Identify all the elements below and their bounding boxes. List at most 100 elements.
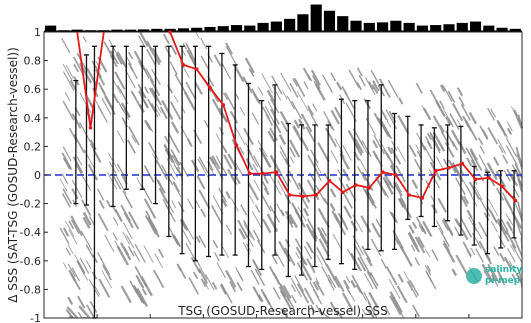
scatter-streak [112, 79, 122, 94]
scatter-streak [395, 165, 406, 183]
scatter-streak [280, 308, 289, 319]
scatter-streak [251, 210, 263, 230]
histogram-bar [164, 28, 176, 31]
scatter-streak [424, 265, 432, 276]
scatter-streak [334, 212, 342, 224]
scatter-streak [298, 192, 309, 210]
salinity-pimep-logo: salinity pi-mep [466, 265, 522, 286]
scatter-streak [314, 162, 322, 174]
scatter-streak [271, 84, 282, 101]
scatter-streak [334, 275, 345, 292]
scatter-streak [513, 238, 523, 257]
scatter-streak [380, 258, 388, 269]
scatter-streak [452, 103, 464, 122]
scatter-streak [143, 245, 154, 263]
scatter-streak [356, 67, 363, 77]
scatter-streak [490, 220, 498, 233]
scatter-streak [249, 195, 255, 204]
scatter-streak [306, 258, 316, 274]
scatter-streak [278, 286, 287, 298]
scatter-streak [211, 281, 218, 290]
scatter-streak [371, 84, 379, 94]
scatter-streak [68, 220, 75, 230]
scatter-streak [323, 172, 329, 180]
scatter-streak [260, 193, 272, 212]
scatter-streak [497, 235, 506, 248]
scatter-streak [385, 152, 395, 167]
y-tick-label: 0.4 [24, 112, 42, 125]
scatter-streak [466, 185, 472, 196]
scatter-streak [474, 186, 483, 200]
scatter-streak [293, 119, 300, 129]
scatter-streak [456, 119, 462, 127]
mean-point [314, 193, 319, 197]
scatter-streak [505, 145, 518, 166]
scatter-streak [307, 228, 316, 241]
scatter-streak [62, 157, 71, 170]
scatter-streak [293, 125, 300, 136]
scatter-streak [329, 203, 336, 212]
histogram-bar [297, 14, 309, 31]
scatter-streak [73, 63, 79, 73]
scatter-streak [287, 170, 301, 191]
scatter-streak [302, 67, 312, 81]
scatter-streak [185, 81, 197, 100]
scatter-streak [490, 267, 501, 284]
scatter-streak [127, 51, 134, 60]
scatter-streak [457, 222, 469, 241]
scatter-streak [64, 92, 71, 102]
scatter-streak [198, 189, 211, 210]
scatter-streak [98, 278, 111, 298]
scatter-streak [286, 95, 295, 110]
scatter-streak [509, 244, 515, 253]
scatter-streak [358, 74, 366, 87]
histogram-bar [45, 25, 57, 31]
histogram-bar [363, 22, 375, 31]
x-axis-label: TSG (GOSUD-Research-vessel) SSS [177, 304, 388, 318]
scatter-streak [61, 37, 71, 54]
scatter-streak [196, 175, 206, 190]
scatter-streak [432, 115, 444, 134]
x-tick-label: 34 [249, 321, 263, 323]
scatter-streak [294, 238, 303, 251]
histogram-bar [177, 28, 189, 31]
scatter-streak [202, 167, 209, 178]
scatter-streak [197, 158, 205, 170]
scatter-streak [83, 149, 95, 169]
scatter-streak [284, 210, 294, 225]
scatter-streak [141, 185, 153, 205]
scatter-streak [62, 100, 75, 121]
scatter-streak [469, 148, 478, 161]
scatter-streak [114, 71, 126, 90]
scatter-streak [81, 199, 92, 217]
scatter-streak [448, 118, 454, 128]
mean-point [447, 166, 451, 170]
scatter-streak [170, 121, 180, 134]
scatter-streak [390, 147, 402, 165]
scatter-streak [122, 231, 130, 245]
scatter-streak [282, 90, 288, 100]
scatter-streak [253, 155, 263, 172]
scatter-streak [200, 55, 210, 71]
y-tick-label: 1 [34, 26, 41, 39]
scatter-streak [455, 254, 468, 275]
scatter-streak [141, 288, 147, 296]
x-tick-label: 31 [90, 321, 104, 323]
scatter-streak [97, 188, 105, 201]
scatter-streak [372, 150, 379, 160]
scatter-streak [344, 91, 356, 110]
scatter-streak [120, 204, 131, 222]
scatter-streak [143, 165, 155, 183]
scatter-streak [173, 154, 181, 166]
scatter-streak [293, 77, 306, 98]
scatter-streak [270, 176, 282, 196]
scatter-streak [219, 284, 228, 295]
scatter-streak [172, 234, 180, 246]
scatter-streak [403, 271, 414, 288]
scatter-streak [466, 209, 473, 219]
scatter-streak [373, 134, 385, 155]
scatter-streak [252, 229, 261, 242]
scatter-streak [321, 265, 333, 285]
scatter-streak [116, 51, 128, 69]
scatter-streak [234, 126, 246, 145]
